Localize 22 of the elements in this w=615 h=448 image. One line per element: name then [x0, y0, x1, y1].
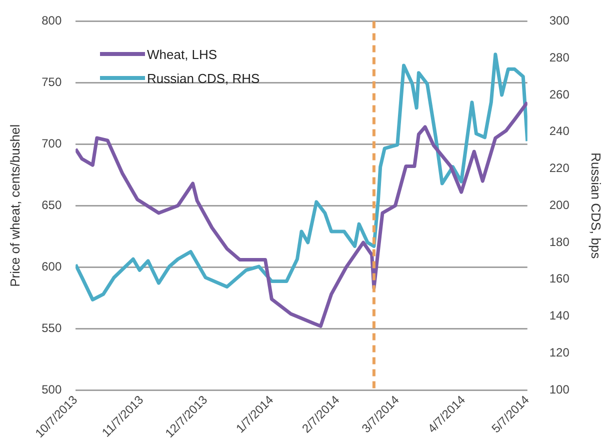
y2-tick-label: 200 — [549, 198, 570, 212]
y-tick-label: 650 — [42, 198, 62, 212]
y2-tick-label: 240 — [549, 124, 570, 138]
y-tick-label: 700 — [42, 136, 62, 150]
y2-tick-label: 220 — [549, 161, 570, 176]
y-tick-label: 550 — [42, 320, 62, 335]
y2-tick-label: 100 — [549, 382, 570, 396]
y2-tick-label: 160 — [549, 272, 570, 286]
y2-tick-label: 180 — [549, 234, 570, 249]
y2-tick-label: 140 — [549, 308, 570, 323]
y2-tick-label: 300 — [549, 14, 570, 28]
legend-label: Wheat, LHS — [147, 46, 218, 62]
y2-tick-label: 120 — [549, 345, 570, 360]
y2-axis-title: Russian CDS, bps — [588, 152, 604, 260]
y2-tick-label: 260 — [549, 87, 570, 102]
y-tick-label: 800 — [42, 14, 62, 28]
y-tick-label: 750 — [42, 74, 62, 89]
y-tick-label: 500 — [42, 382, 62, 396]
y-axis-title: Price of wheat, cents/bushel — [7, 124, 22, 287]
y2-tick-label: 280 — [549, 50, 570, 64]
y-tick-label: 600 — [42, 259, 62, 274]
legend-label: Russian CDS, RHS — [147, 70, 260, 86]
